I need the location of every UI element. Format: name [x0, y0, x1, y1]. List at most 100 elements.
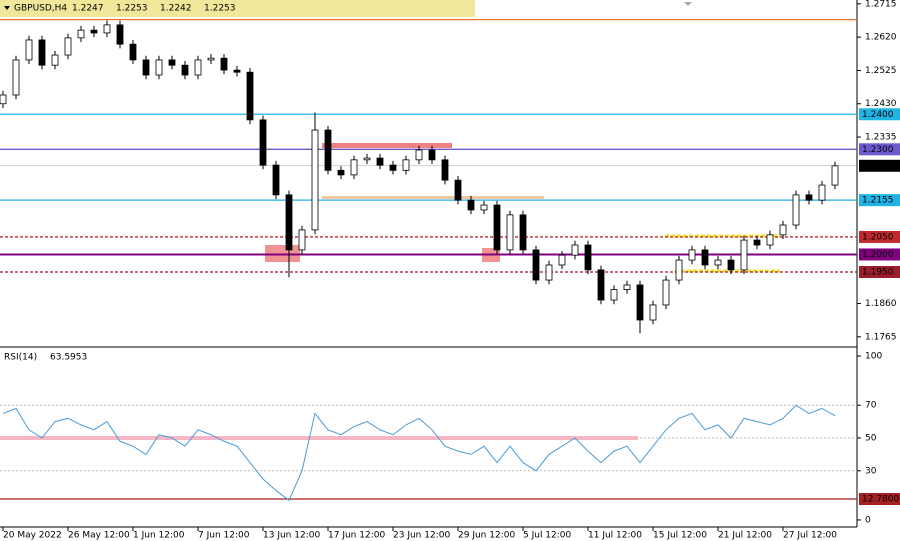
x-tick-label: 20 May 2022	[3, 531, 62, 541]
candle-body	[350, 159, 358, 176]
rsi-value: 63.5953	[50, 353, 87, 363]
candle-body	[129, 43, 137, 61]
candle-body	[545, 264, 553, 281]
level-label-box	[859, 194, 900, 207]
candle-body	[389, 164, 397, 171]
candle-body	[376, 157, 384, 166]
level-label: 1.2155	[862, 196, 894, 206]
candle-body	[77, 29, 85, 39]
candle-body	[90, 29, 98, 34]
shift-marker	[684, 2, 692, 6]
candle-body	[519, 214, 527, 251]
y-tick-label: 1.1860	[865, 299, 897, 309]
level-label: 1.2253	[862, 161, 894, 171]
candle-body	[506, 214, 514, 251]
candle-body	[740, 239, 748, 271]
level-label: 1.2000	[862, 250, 894, 260]
candle-body	[298, 229, 306, 251]
candle-body	[116, 24, 124, 45]
candle-body	[688, 249, 696, 261]
header-value: 1.2253	[116, 4, 148, 14]
level-label: 12.7800	[862, 495, 899, 505]
candle-body	[181, 64, 189, 76]
candle-body	[103, 24, 111, 34]
candle-body	[207, 57, 215, 61]
y-tick-label: 1.1765	[865, 332, 897, 342]
candle-body	[259, 119, 267, 166]
x-tick-label: 7 Jun 12:00	[198, 531, 250, 541]
candle-body	[441, 159, 449, 181]
candle-body	[558, 254, 566, 266]
candle-body	[272, 164, 280, 196]
level-label-box	[859, 230, 900, 243]
candle-body	[25, 39, 33, 61]
candle-body	[610, 289, 618, 301]
x-tick-label: 21 Jul 12:00	[718, 531, 772, 541]
candle-body	[571, 244, 579, 256]
candle-body	[623, 284, 631, 290]
candle-body	[233, 69, 241, 73]
candle-body	[467, 199, 475, 211]
level-label-box	[859, 159, 900, 172]
candle-body	[805, 194, 813, 201]
candle-body	[714, 259, 722, 266]
header-value: 1.2253	[204, 4, 236, 14]
candle-body	[168, 59, 176, 66]
candle-body	[454, 179, 462, 201]
candle-body	[311, 129, 319, 231]
candle-body	[831, 165, 839, 186]
candle-body	[142, 59, 150, 76]
candle-body	[220, 57, 228, 71]
candle-body	[38, 39, 46, 66]
resistance-zone	[322, 143, 452, 148]
collapse-arrow	[4, 6, 10, 10]
candle-body	[0, 94, 7, 105]
level-label-box	[859, 265, 900, 278]
x-tick-label: 27 Jul 12:00	[783, 531, 837, 541]
candle-body	[701, 249, 709, 266]
candle-body	[792, 194, 800, 226]
candle-body	[324, 129, 332, 171]
y-tick-label: 70	[865, 401, 877, 411]
rsi-line	[2, 404, 836, 502]
candle-body	[675, 259, 683, 281]
y-tick-label: 1.2335	[865, 133, 897, 143]
candle-body	[51, 54, 59, 66]
header-bar	[0, 0, 475, 17]
support-zone	[322, 196, 544, 199]
y-tick-label: 30	[865, 466, 877, 476]
x-tick-label: 29 Jun 12:00	[458, 531, 515, 541]
x-tick-label: 13 Jun 12:00	[263, 531, 320, 541]
y-tick-label: 100	[865, 352, 882, 362]
candle-body	[493, 204, 501, 251]
candle-body	[584, 244, 592, 271]
header-value: 1.2247	[72, 4, 104, 14]
candle-body	[428, 149, 436, 161]
candle-body	[402, 159, 410, 171]
candle-body	[64, 37, 72, 56]
candle-body	[194, 59, 202, 76]
x-tick-label: 23 Jun 12:00	[393, 531, 450, 541]
rsi-title: RSI(14)	[4, 353, 37, 363]
candle-body	[779, 224, 787, 236]
candle-body	[246, 71, 254, 121]
x-tick-label: 1 Jun 12:00	[133, 531, 185, 541]
level-label-box	[859, 108, 900, 121]
candle-body	[285, 194, 293, 251]
candle-body	[662, 279, 670, 306]
level-label-box	[859, 143, 900, 156]
candle-body	[415, 149, 423, 161]
y-tick-label: 1.2430	[865, 99, 897, 109]
y-tick-label: 1.2620	[865, 33, 897, 43]
candle-body	[480, 204, 488, 211]
candle-body	[766, 234, 774, 246]
candle-body	[636, 284, 644, 321]
header-value: 1.2242	[160, 4, 192, 14]
candle-body	[337, 169, 345, 176]
y-tick-label: 50	[865, 434, 877, 444]
candle-body	[818, 184, 826, 201]
level-label: 1.1950	[862, 267, 894, 277]
level-label-box	[859, 493, 900, 506]
candle-body	[532, 249, 540, 281]
